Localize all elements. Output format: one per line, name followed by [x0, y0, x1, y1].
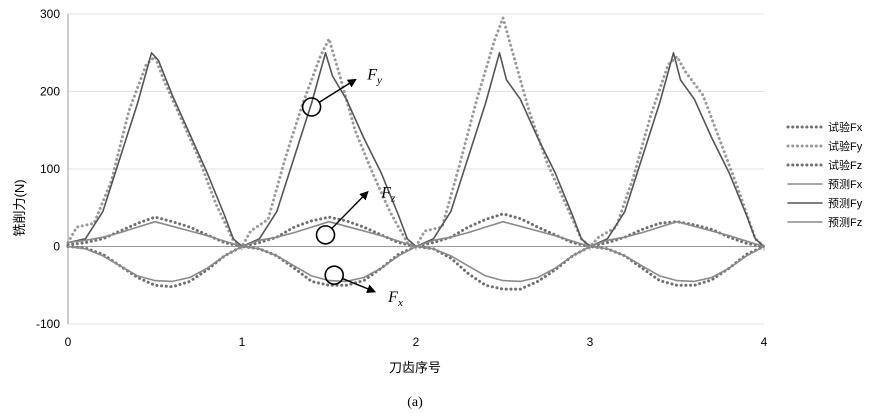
series-line-3 [66, 212, 766, 248]
y-tick-label: 100 [40, 162, 60, 176]
legend-label-1: 试验Fx [828, 120, 863, 134]
figure-caption: (a) [407, 395, 423, 410]
annotation-circle-fx [324, 265, 345, 285]
legend-label-2: 试验Fy [828, 139, 863, 153]
series-line-1 [66, 245, 766, 291]
annotation-label-fx: Fx [387, 289, 403, 309]
x-tick-label: 4 [761, 335, 768, 349]
y-tick-label: -100 [36, 317, 60, 331]
y-tick-label: 0 [53, 240, 60, 254]
series-line-5 [67, 51, 765, 248]
y-tick-label: 200 [40, 85, 60, 99]
annotation-arrow-fz [331, 190, 369, 229]
series-line-4 [67, 245, 765, 283]
series-line-2 [66, 16, 766, 248]
x-tick-label: 1 [239, 335, 246, 349]
annotation-label-fy: Fy [366, 66, 382, 86]
legend-label-3: 试验Fz [828, 158, 862, 172]
x-axis-title: 刀齿序号 [389, 360, 441, 375]
gridlines [68, 13, 764, 325]
annotations: Fy Fz Fx [301, 66, 403, 309]
y-axis-title: 铣削力(N) [12, 179, 27, 236]
x-tick-label: 2 [413, 335, 420, 349]
annotation-circle-fz [315, 225, 336, 245]
legend-label-5: 预测Fy [828, 197, 863, 210]
legend-label-4: 预测Fx [828, 178, 863, 191]
y-tick-label: 300 [40, 7, 60, 21]
x-tick-label: 3 [587, 335, 594, 349]
series-line-6 [67, 220, 765, 248]
x-tick-label: 0 [65, 335, 72, 349]
annotation-arrow-fy [318, 78, 357, 103]
annotation-circle-fy [301, 97, 322, 117]
legend: 试验Fx 试验Fy 试验Fz 预测Fx 预测Fy 预测Fz [786, 120, 863, 229]
series-lines [66, 16, 766, 291]
annotation-label-fz: Fz [380, 184, 396, 204]
legend-label-6: 预测Fz [828, 216, 862, 229]
annotation-arrow-fx [342, 277, 377, 293]
